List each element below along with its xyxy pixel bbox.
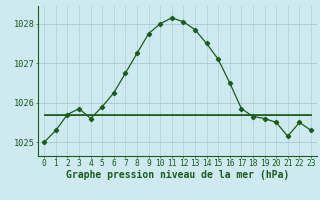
X-axis label: Graphe pression niveau de la mer (hPa): Graphe pression niveau de la mer (hPa): [66, 170, 289, 180]
